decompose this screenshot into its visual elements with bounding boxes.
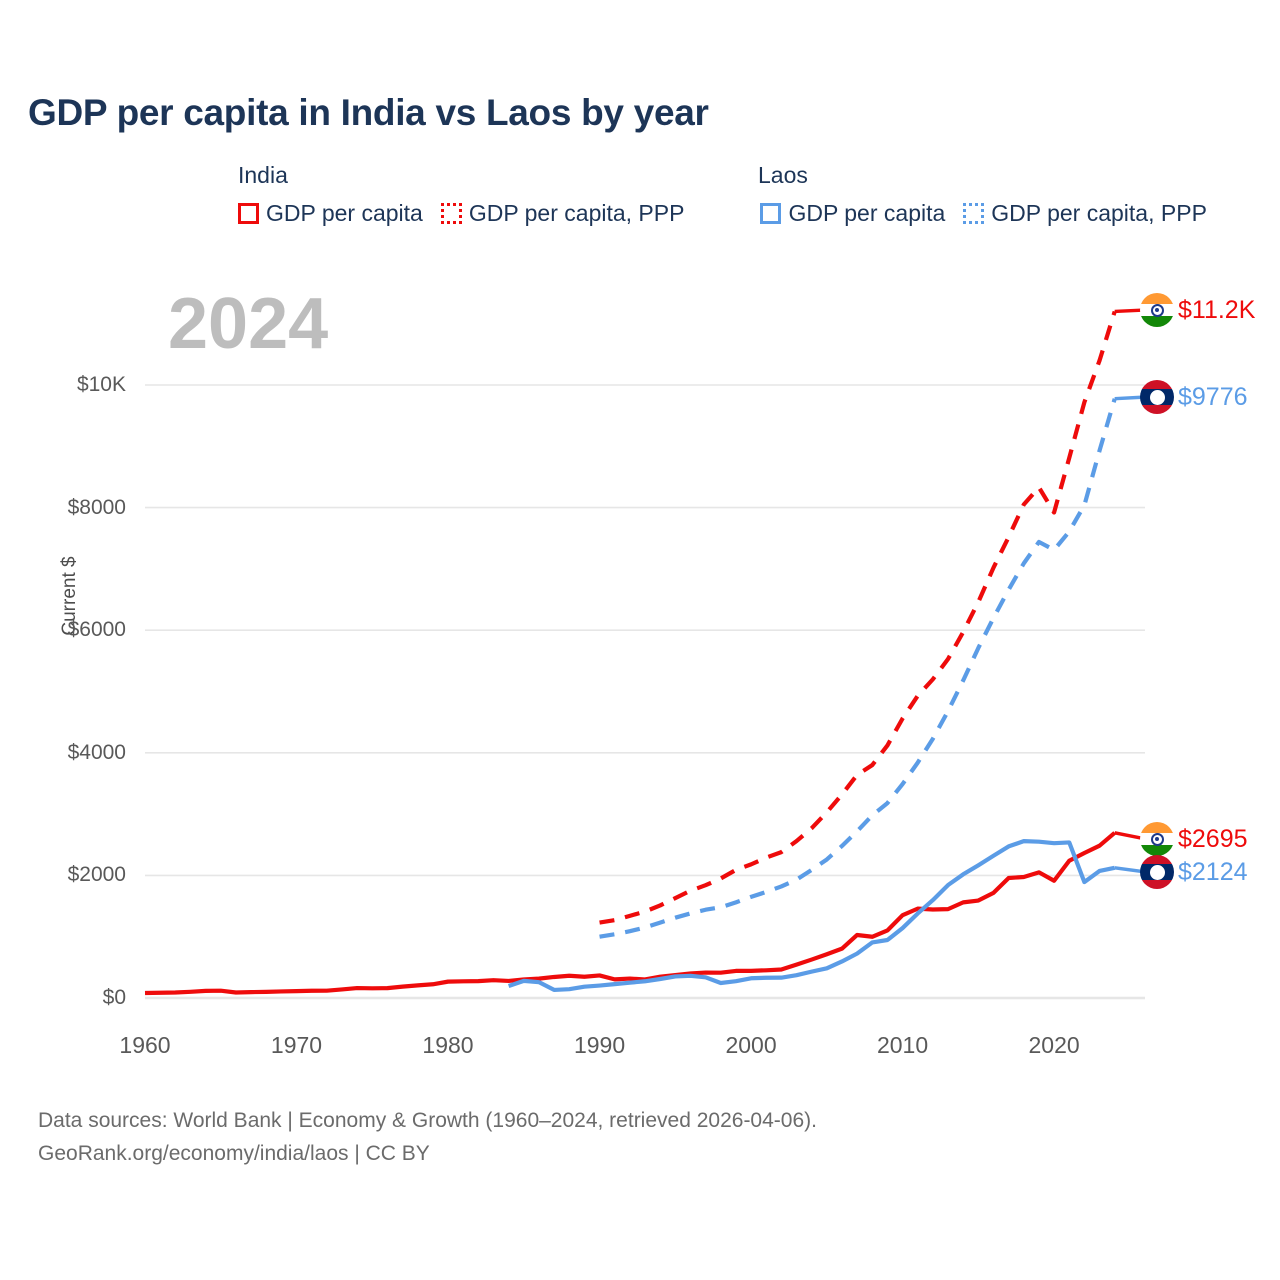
x-tick-label: 1970 xyxy=(270,1032,323,1058)
india-flag-icon xyxy=(1140,822,1174,856)
legend-row: GDP per capita GDP per capita, PPP GDP p… xyxy=(238,200,1225,227)
y-tick-label: $8000 xyxy=(67,495,126,519)
end-label-value: $2124 xyxy=(1178,857,1248,886)
legend-group-title-laos: Laos xyxy=(758,162,808,188)
end-label-laos-ppp: $9776 xyxy=(1140,380,1248,414)
y-tick-label: $4000 xyxy=(67,740,126,764)
end-label-india-ppp: $11.2K xyxy=(1140,293,1255,327)
legend-item-laos-gdp-ppp[interactable]: GDP per capita, PPP xyxy=(963,200,1207,227)
laos-flag-icon xyxy=(1140,380,1174,414)
legend-item-india-gdp[interactable]: GDP per capita xyxy=(238,200,423,227)
end-label-value: $9776 xyxy=(1178,382,1248,411)
x-tick-label: 2020 xyxy=(1028,1032,1080,1058)
y-tick-label: $6000 xyxy=(67,618,126,642)
gridlines xyxy=(145,384,1145,1000)
legend-group-title-india: India xyxy=(238,162,288,188)
legend: India Laos GDP per capita GDP per capita… xyxy=(238,162,1258,242)
legend-swatch-dotted-icon xyxy=(963,203,985,224)
legend-item-label: GDP per capita, PPP xyxy=(468,200,685,226)
india-flag-icon xyxy=(1140,293,1174,327)
end-label-value: $11.2K xyxy=(1178,295,1256,324)
x-tick-label: 1990 xyxy=(573,1032,626,1058)
legend-swatch-solid-icon xyxy=(760,203,782,224)
legend-item-label: GDP per capita xyxy=(266,200,423,226)
y-tick-label: $10K xyxy=(76,373,126,396)
y-tick-label: $2000 xyxy=(67,863,126,887)
laos-flag-icon xyxy=(1140,855,1174,889)
x-tick-label: 1980 xyxy=(422,1032,474,1058)
x-tick-label: 2010 xyxy=(876,1032,929,1058)
series-line xyxy=(599,310,1117,925)
legend-item-india-gdp-ppp[interactable]: GDP per capita, PPP xyxy=(440,200,685,227)
series-line xyxy=(144,831,1117,996)
footer-sources-line: Data sources: World Bank | Economy & Gro… xyxy=(38,1109,817,1132)
end-label-value: $2695 xyxy=(1178,824,1248,853)
series-lines xyxy=(144,310,1117,996)
end-label-laos-nominal: $2124 xyxy=(1140,855,1248,889)
legend-swatch-dotted-icon xyxy=(440,203,462,224)
footer: Data sources: World Bank | Economy & Gro… xyxy=(38,1105,817,1170)
series-line xyxy=(507,839,1116,993)
end-label-india-nominal: $2695 xyxy=(1140,822,1248,856)
x-tick-label: 2000 xyxy=(725,1032,777,1058)
legend-swatch-solid-icon xyxy=(238,203,259,224)
legend-item-label: GDP per capita xyxy=(788,200,946,226)
footer-attribution-line: GeoRank.org/economy/india/laos | CC BY xyxy=(38,1141,430,1165)
year-watermark: 2024 xyxy=(168,284,329,364)
series-line xyxy=(599,398,1117,939)
legend-item-label: GDP per capita, PPP xyxy=(991,200,1207,226)
page-title: GDP per capita in India vs Laos by year xyxy=(28,92,709,133)
y-tick-label: $0 xyxy=(102,986,126,1009)
legend-item-laos-gdp[interactable]: GDP per capita xyxy=(760,200,945,227)
x-tick-label: 1960 xyxy=(119,1032,171,1058)
